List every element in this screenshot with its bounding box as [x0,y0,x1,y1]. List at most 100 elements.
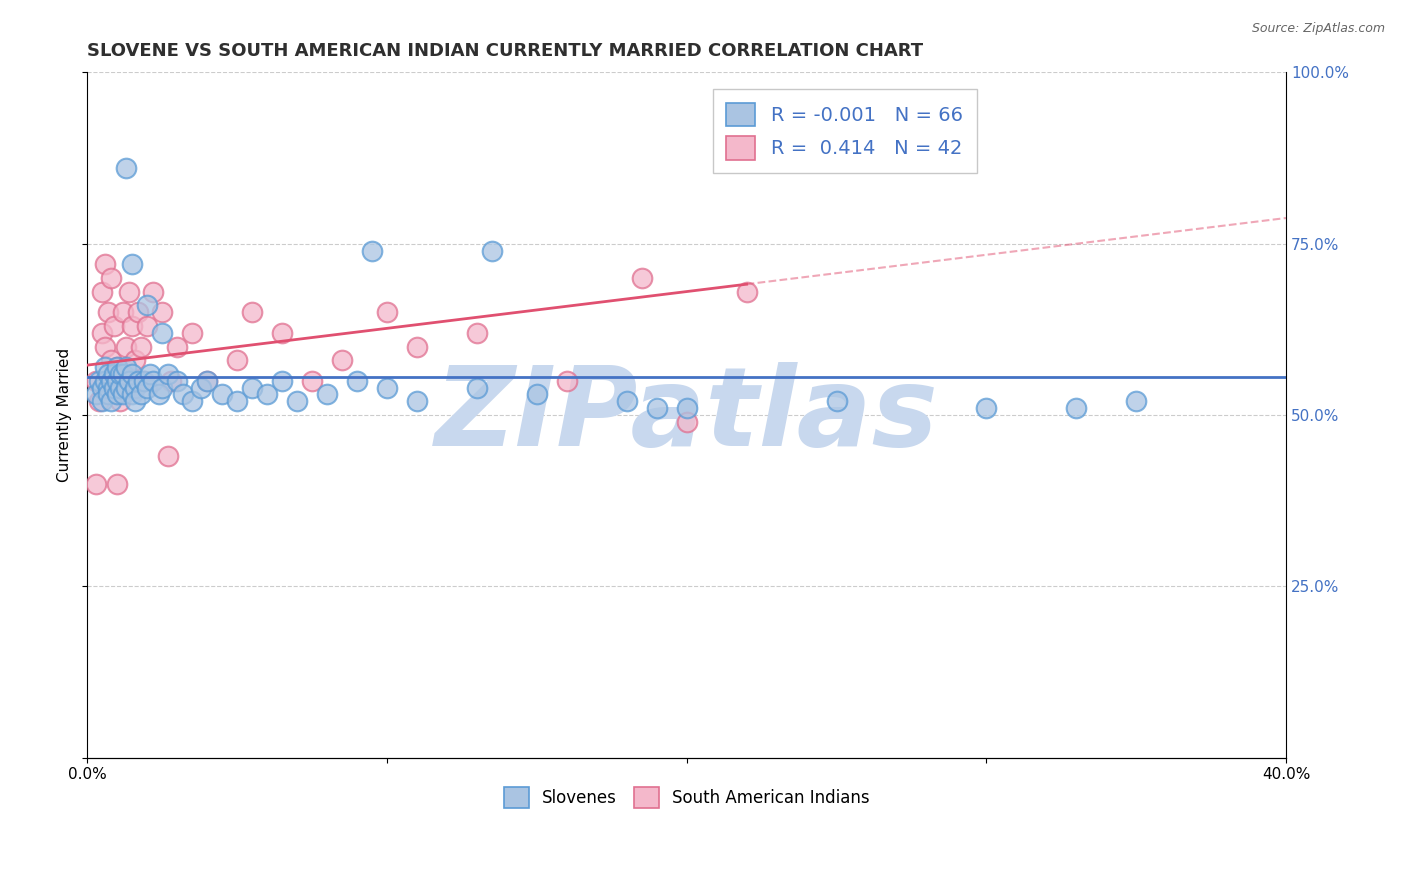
Point [271,326,294,340]
Point [124,394,146,409]
Point [139,367,162,381]
Point [346,374,368,388]
Point [110,367,132,381]
Point [131,387,153,401]
Point [157,367,180,381]
Point [86,387,108,401]
Point [160,374,183,388]
Point [316,387,339,401]
Point [110,394,132,409]
Point [616,394,638,409]
Point [645,401,668,416]
Point [134,374,156,388]
Point [285,394,308,409]
Point [107,476,129,491]
Point [142,285,165,299]
Point [110,381,132,395]
Point [195,374,218,388]
Point [91,381,114,395]
Point [675,401,697,416]
Point [107,374,129,388]
Point [240,305,263,319]
Point [211,387,233,401]
Y-axis label: Currently Married: Currently Married [58,348,72,482]
Point [124,353,146,368]
Point [1125,394,1147,409]
Point [112,367,135,381]
Point [107,387,129,401]
Point [465,326,488,340]
Point [256,387,278,401]
Point [115,339,138,353]
Legend: Slovenes, South American Indians: Slovenes, South American Indians [498,780,876,814]
Point [94,374,117,388]
Point [157,449,180,463]
Point [121,318,143,333]
Point [136,381,159,395]
Point [107,360,129,375]
Point [86,476,108,491]
Point [103,318,125,333]
Point [100,394,122,409]
Point [226,353,249,368]
Point [361,244,384,258]
Point [240,381,263,395]
Point [136,318,159,333]
Point [630,271,652,285]
Point [150,326,173,340]
Point [181,326,204,340]
Point [121,387,143,401]
Point [555,374,578,388]
Point [112,387,135,401]
Point [103,381,125,395]
Point [91,326,114,340]
Point [107,360,129,375]
Point [330,353,353,368]
Point [172,387,194,401]
Text: ZIPatlas: ZIPatlas [434,361,939,468]
Point [94,339,117,353]
Text: Source: ZipAtlas.com: Source: ZipAtlas.com [1251,22,1385,36]
Point [406,339,429,353]
Point [375,305,398,319]
Point [166,374,188,388]
Point [91,285,114,299]
Point [115,360,138,375]
Point [91,394,114,409]
Point [825,394,848,409]
Point [148,387,170,401]
Point [100,353,122,368]
Point [131,339,153,353]
Point [526,387,548,401]
Point [115,161,138,176]
Point [142,374,165,388]
Point [127,305,149,319]
Point [97,367,120,381]
Point [301,374,323,388]
Point [124,381,146,395]
Point [97,305,120,319]
Point [121,257,143,271]
Point [166,339,188,353]
Point [150,381,173,395]
Point [89,394,111,409]
Point [675,415,697,429]
Point [481,244,503,258]
Point [89,374,111,388]
Text: SLOVENE VS SOUTH AMERICAN INDIAN CURRENTLY MARRIED CORRELATION CHART: SLOVENE VS SOUTH AMERICAN INDIAN CURRENT… [87,42,924,60]
Point [271,374,294,388]
Point [97,387,120,401]
Point [115,381,138,395]
Point [136,298,159,312]
Point [86,374,108,388]
Point [100,374,122,388]
Point [94,257,117,271]
Point [100,271,122,285]
Point [465,381,488,395]
Point [118,285,141,299]
Point [1064,401,1087,416]
Point [195,374,218,388]
Point [94,360,117,375]
Point [190,381,212,395]
Point [112,305,135,319]
